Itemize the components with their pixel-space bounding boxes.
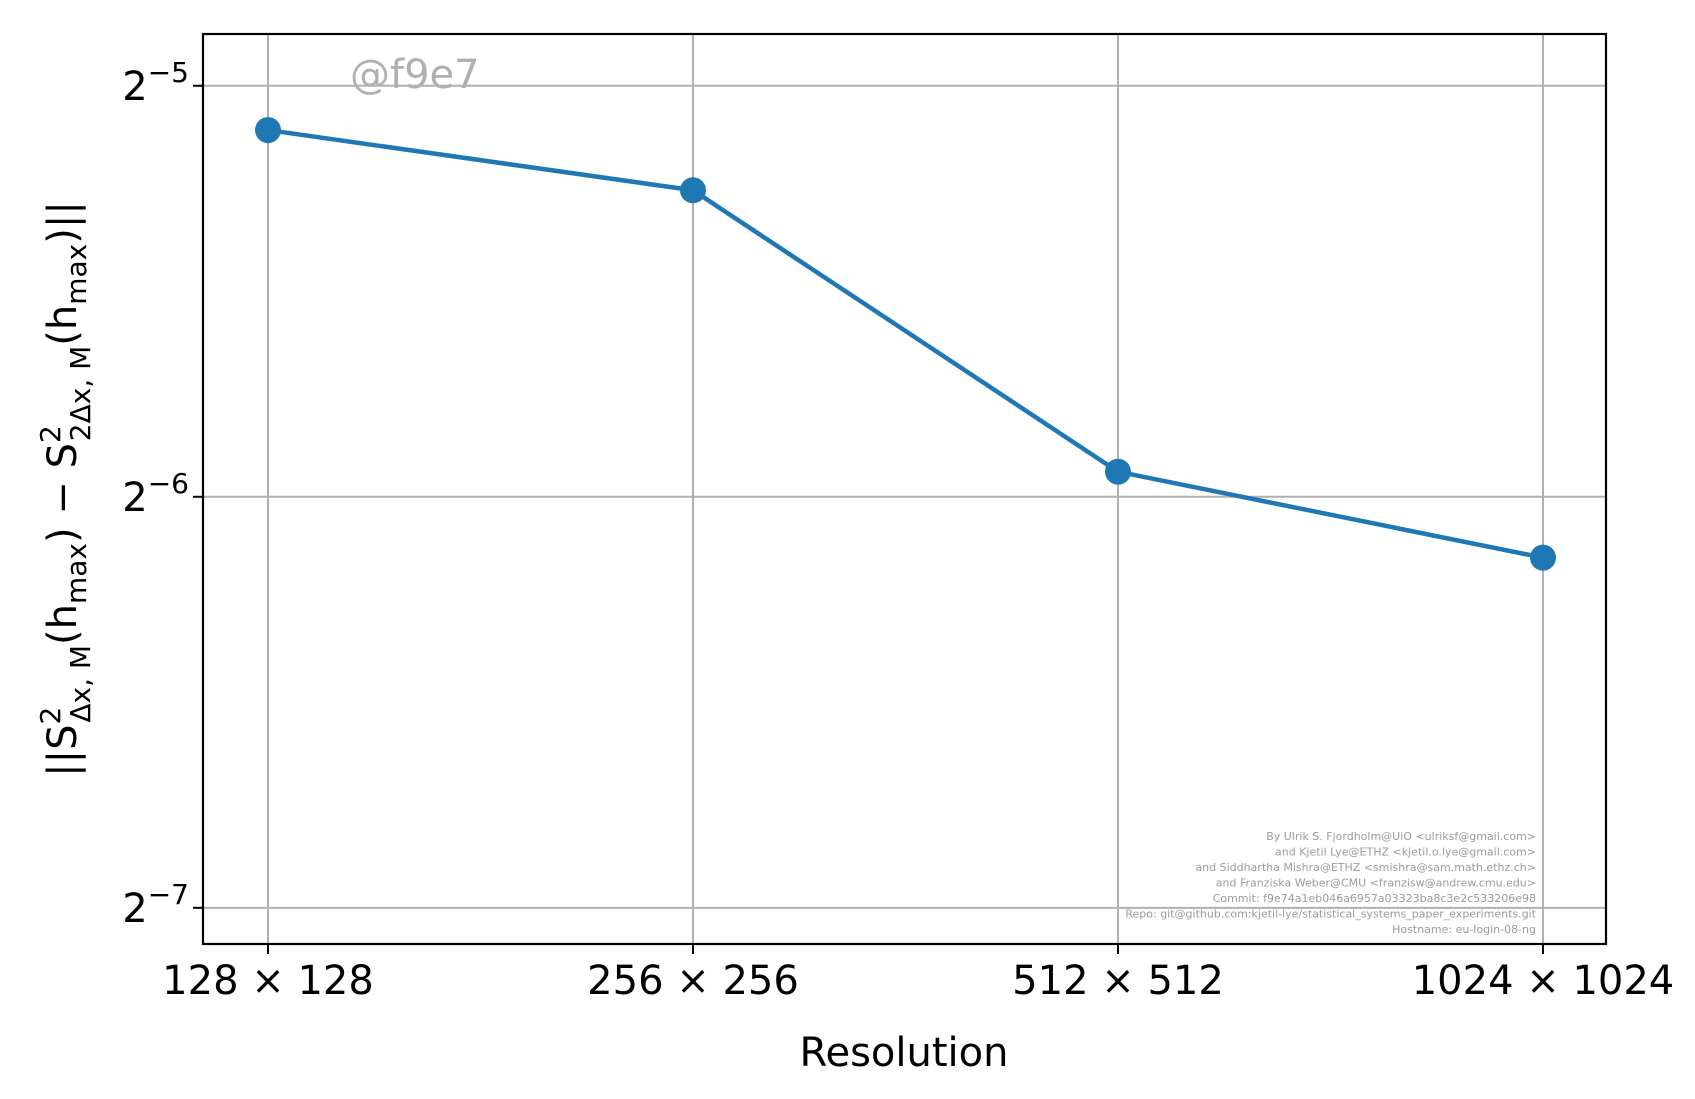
y-axis-ticks: 2−5 2−6 2−7: [122, 56, 203, 932]
credit-line: Hostname: eu-login-08-ng: [1392, 923, 1536, 936]
plot-frame: [201, 32, 1608, 946]
data-point: [1105, 458, 1131, 485]
data-point: [255, 117, 281, 144]
y-axis-title: ||S2Δx, M(hmax) − S22Δx, M(hmax)||: [34, 201, 97, 777]
credit-line: Repo: git@github.com:kjetil-lye/statisti…: [1125, 908, 1536, 921]
series-line: [255, 117, 1556, 571]
credits-block: By Ulrik S. Fjordholm@UiO <ulriksf@gmail…: [1125, 830, 1536, 936]
credit-line: and Siddhartha Mishra@ETHZ <smishra@sam.…: [1195, 861, 1536, 874]
x-tick-label: 128 × 128: [162, 958, 374, 1004]
x-tick-label: 1024 × 1024: [1412, 958, 1675, 1004]
y-tick-label: 2−6: [122, 467, 189, 521]
x-tick-label: 256 × 256: [587, 958, 799, 1004]
x-axis-ticks: 128 × 128 256 × 256 512 × 512 1024 × 1024: [162, 944, 1674, 1004]
series-line-path: [267, 127, 1544, 560]
x-axis-title: Resolution: [799, 1030, 1008, 1076]
y-tick-label: 2−7: [122, 878, 189, 932]
credit-line: and Franziska Weber@CMU <franzisw@andrew…: [1216, 877, 1536, 890]
y-axis-title-group: ||S2Δx, M(hmax) − S22Δx, M(hmax)||: [34, 201, 97, 777]
data-point: [1530, 544, 1556, 571]
y-tick-label: 2−5: [122, 56, 189, 110]
data-point: [680, 177, 706, 204]
credit-line: By Ulrik S. Fjordholm@UiO <ulriksf@gmail…: [1266, 830, 1536, 843]
x-tick-label: 512 × 512: [1012, 958, 1224, 1004]
credit-line: Commit: f9e74a1eb046a6957a03323ba8c3e2c5…: [1213, 892, 1536, 905]
watermark-text: @f9e7: [350, 52, 480, 98]
credit-line: and Kjetil Lye@ETHZ <kjetil.o.lye@gmail.…: [1275, 846, 1536, 859]
